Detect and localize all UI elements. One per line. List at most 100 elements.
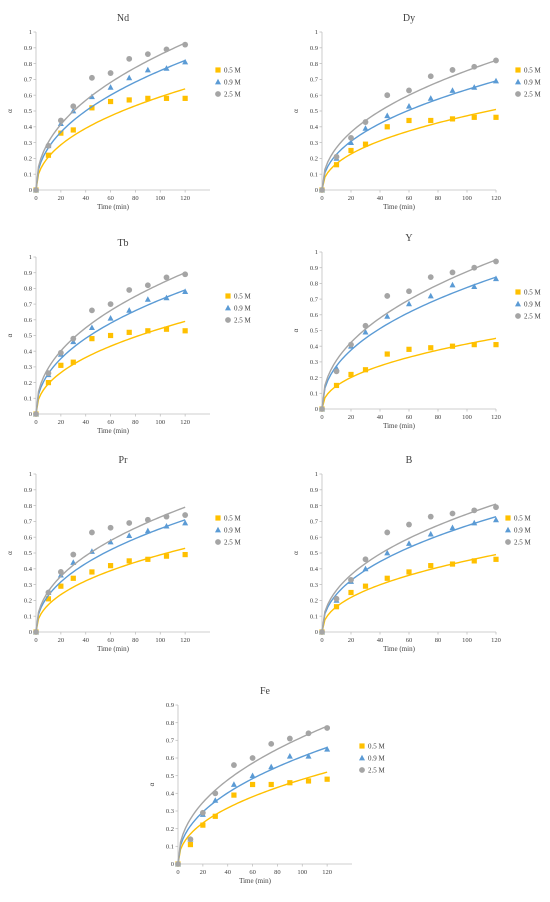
data-point [493,275,499,282]
y-tick-label: 0.6 [310,92,319,99]
data-point [163,513,170,520]
y-axis-label: α [292,328,300,332]
data-point [33,411,39,417]
x-tick-label: 20 [348,195,355,202]
data-point [333,153,340,160]
y-tick-label: 0.5 [310,328,318,335]
chart-tb: Tb 0 0.1 0.2 0.3 0.4 0.5 0.6 0.7 0.8 0.9 1 0 20 40 60 80… [6,238,252,435]
data-point [249,755,256,761]
y-tick-label: 0.8 [24,61,32,68]
x-tick-label: 80 [132,195,139,202]
x-tick-label: 40 [377,637,384,644]
data-point [362,119,369,125]
fit-curve [35,547,186,633]
x-tick-label: 0 [320,637,323,644]
legend-label: 2.5 M [368,766,386,774]
data-point [163,95,170,101]
data-point [249,772,256,779]
x-tick-label: 100 [155,195,165,202]
legend-label: 2.5 M [524,90,542,98]
data-point [449,343,456,349]
y-tick-label: 0.3 [24,582,32,589]
x-tick-label: 0 [34,637,37,644]
data-point [449,510,456,517]
x-tick-label: 80 [132,419,139,426]
x-axis-label: Time (min) [97,203,129,211]
data-point [70,335,77,342]
data-point [182,95,188,101]
data-point [305,753,312,759]
legend-marker [515,78,521,85]
y-tick-label: 0.3 [310,582,318,589]
chart-fe: Fe 0 0.1 0.2 0.3 0.4 0.5 0.6 0.7 0.8 0.9 0 20 40 60 80 1… [148,686,386,885]
data-point [406,103,412,109]
data-point [45,596,52,602]
data-point [384,351,390,357]
data-point [199,809,206,816]
chart-title: Dy [403,13,415,24]
x-tick-label: 100 [462,414,472,421]
data-point [163,553,170,559]
data-point [286,735,293,742]
y-axis-label: α [6,333,14,337]
legend-marker [515,300,521,307]
data-point [145,95,151,101]
x-tick-label: 0 [176,869,179,876]
y-tick-label: 0.2 [310,156,318,163]
series-25m: 2.5 M [33,41,242,193]
y-tick-label: 0.7 [310,519,319,526]
x-tick-label: 40 [377,414,384,421]
data-point [70,575,76,581]
x-tick-label: 20 [58,195,65,202]
y-axis-label: α [292,109,300,113]
y-tick-label: 0.6 [310,312,319,319]
data-point [319,406,325,412]
legend-marker [505,526,511,533]
data-point [126,55,133,62]
x-axis-label: Time (min) [383,422,415,430]
data-point [70,359,76,365]
y-tick-label: 0 [29,629,32,636]
data-point [449,87,456,93]
series-25m: 2.5 M [33,506,242,635]
chart-title: Fe [260,686,271,697]
x-tick-label: 0 [320,195,323,202]
data-point [70,103,77,110]
data-point [45,142,52,149]
data-point [428,563,434,569]
data-point [362,583,369,589]
x-tick-label: 40 [82,637,89,644]
series-05m: 0.5 M [33,292,252,417]
y-tick-label: 0.5 [24,108,32,115]
y-tick-label: 0.6 [24,92,33,99]
fit-curve [35,42,186,191]
data-point [163,46,170,53]
data-point [126,287,133,293]
data-point [182,328,188,334]
data-point [182,41,189,48]
data-point [126,520,133,526]
data-point [324,745,331,752]
legend-marker [215,67,221,73]
data-point [89,105,95,111]
data-point [70,127,76,133]
data-point [427,530,434,537]
y-tick-label: 0.9 [24,45,32,52]
data-point [493,114,499,120]
x-tick-label: 60 [107,419,114,426]
fit-curve [321,503,497,633]
y-tick-label: 0.8 [24,503,32,510]
data-point [362,556,369,563]
y-tick-label: 0.1 [24,171,32,178]
data-point [107,332,114,339]
y-tick-label: 0 [171,861,174,868]
data-point [182,512,189,518]
x-tick-label: 20 [200,869,207,876]
y-tick-label: 0.7 [24,301,33,308]
data-point [427,513,434,520]
x-tick-label: 100 [462,195,472,202]
y-tick-label: 0.8 [310,61,318,68]
data-point [126,329,132,335]
data-point [45,589,52,596]
data-point [89,529,95,536]
